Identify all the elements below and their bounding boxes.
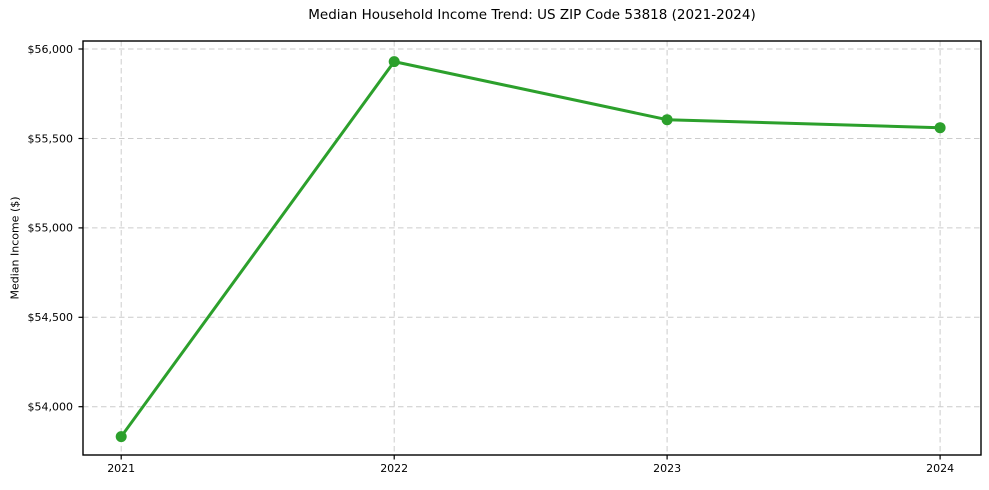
x-tick-label: 2021	[107, 462, 135, 475]
chart-title: Median Household Income Trend: US ZIP Co…	[308, 7, 756, 23]
data-point-2023	[661, 114, 673, 126]
y-tick-label: $54,000	[28, 401, 74, 414]
y-tick-label: $54,500	[28, 311, 74, 324]
x-tick-label: 2024	[926, 462, 954, 475]
data-point-2024	[934, 122, 946, 134]
y-tick-label: $55,500	[28, 132, 74, 145]
y-tick-label: $55,000	[28, 222, 74, 235]
x-tick-label: 2023	[653, 462, 681, 475]
x-tick-label: 2022	[380, 462, 408, 475]
plot-border	[82, 40, 982, 456]
y-tick-label: $56,000	[28, 43, 74, 56]
data-point-2021	[115, 431, 127, 443]
trend-line	[119, 60, 942, 439]
data-point-2022	[388, 56, 400, 68]
y-axis-label: Median Income ($)	[8, 196, 22, 300]
